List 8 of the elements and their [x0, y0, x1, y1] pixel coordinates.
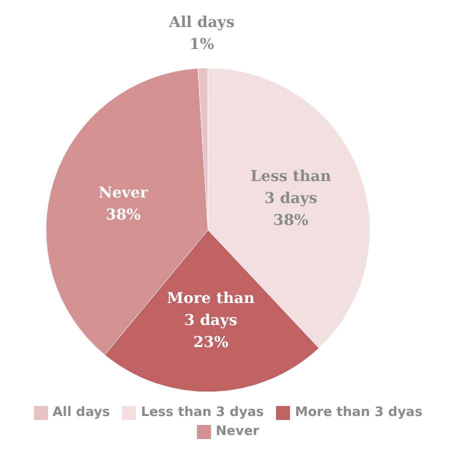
- data-label: Less than 3 days 38%: [250, 167, 332, 230]
- legend-label: More than 3 dyas: [294, 405, 422, 420]
- data-label: Never 38%: [98, 183, 150, 224]
- data-label: More than 3 days 23%: [166, 289, 255, 352]
- legend-label: Never: [214, 424, 260, 439]
- legend-label: All days: [52, 405, 110, 420]
- data-label: All days 1%: [168, 13, 235, 54]
- legend-label: Less than 3 dyas: [140, 405, 264, 420]
